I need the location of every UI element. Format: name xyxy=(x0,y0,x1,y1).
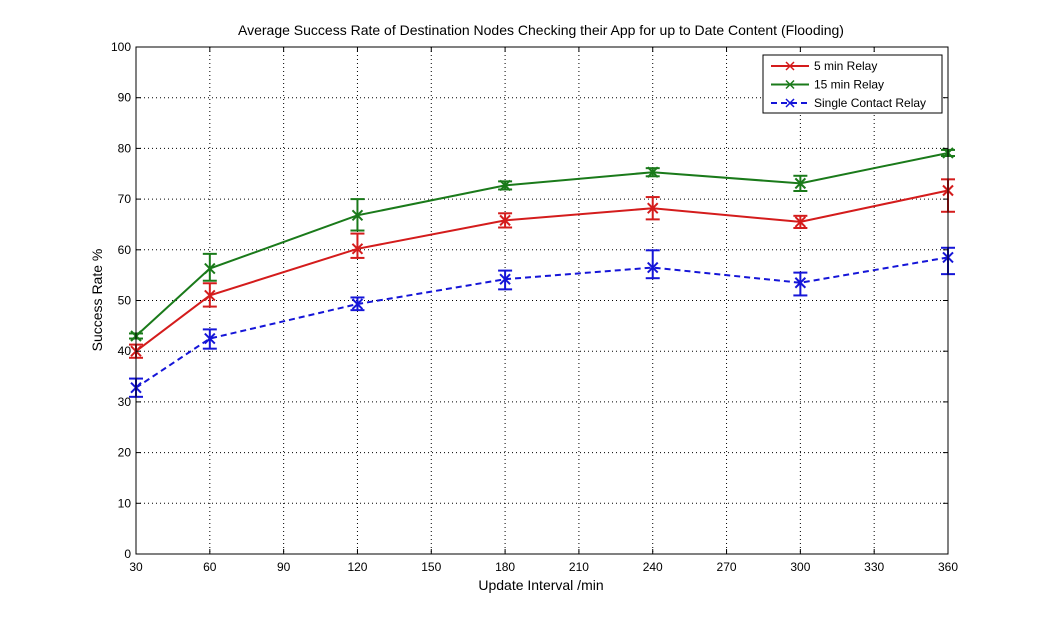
data-point xyxy=(351,209,364,222)
y-tick-label: 80 xyxy=(118,141,132,155)
data-point xyxy=(204,262,216,275)
error-bar xyxy=(645,249,660,280)
legend-entry: 5 min Relay xyxy=(771,59,877,73)
x-tick-label: 30 xyxy=(129,560,143,574)
legend-entry: 15 min Relay xyxy=(771,78,884,92)
x-axis-tick-labels: 30 60 90 120 150 180 210 240 270 300 330 360 xyxy=(129,560,958,574)
plot-background xyxy=(136,47,948,554)
y-tick-label: 50 xyxy=(118,294,132,308)
data-point xyxy=(499,214,511,227)
y-axis-tick-labels: 0 10 20 30 40 50 60 70 80 90 100 xyxy=(111,40,131,561)
x-tick-label: 330 xyxy=(864,560,884,574)
data-point xyxy=(794,277,807,289)
data-point xyxy=(499,179,511,192)
y-tick-label: 20 xyxy=(118,446,132,460)
error-bar xyxy=(350,232,365,259)
x-tick-label: 270 xyxy=(717,560,737,574)
x-axis-title: Update Interval /min xyxy=(478,577,603,593)
y-tick-label: 30 xyxy=(118,395,132,409)
y-tick-label: 90 xyxy=(118,91,132,105)
x-tick-label: 90 xyxy=(277,560,291,574)
y-tick-label: 0 xyxy=(124,547,131,561)
x-tick-label: 180 xyxy=(495,560,515,574)
legend-entries: 5 min Relay 15 min Relay Single Contact Re… xyxy=(771,59,926,110)
data-point xyxy=(794,177,807,190)
axis-ticks xyxy=(135,46,949,555)
data-point xyxy=(647,261,659,274)
data-point xyxy=(351,298,364,310)
data-point xyxy=(647,166,659,178)
data-point xyxy=(351,243,364,255)
series-layer xyxy=(129,147,955,398)
legend-label: 15 min Relay xyxy=(814,78,884,92)
legend-label: Single Contact Relay xyxy=(814,96,926,110)
y-tick-label: 60 xyxy=(118,243,132,257)
x-tick-label: 150 xyxy=(421,560,441,574)
data-point xyxy=(204,332,216,345)
x-tick-label: 300 xyxy=(790,560,810,574)
x-tick-label: 60 xyxy=(203,560,217,574)
x-tick-label: 120 xyxy=(347,560,367,574)
grid-lines xyxy=(136,47,948,554)
legend-entry: Single Contact Relay xyxy=(771,96,926,110)
y-tick-label: 100 xyxy=(111,40,131,54)
y-tick-label: 40 xyxy=(118,344,132,358)
x-tick-label: 210 xyxy=(569,560,589,574)
data-point xyxy=(499,273,511,285)
x-tick-label: 240 xyxy=(643,560,663,574)
chart-title: Average Success Rate of Destination Node… xyxy=(238,22,844,38)
legend: 5 min Relay 15 min Relay Single Contact Re… xyxy=(762,54,943,114)
data-point xyxy=(204,289,216,302)
data-point xyxy=(794,216,807,228)
y-tick-label: 70 xyxy=(118,192,132,206)
y-axis-title: Success Rate % xyxy=(89,249,105,352)
y-tick-label: 10 xyxy=(118,496,132,510)
data-point xyxy=(647,202,659,214)
x-tick-label: 360 xyxy=(938,560,958,574)
legend-label: 5 min Relay xyxy=(814,59,877,73)
plot-area xyxy=(129,46,955,555)
